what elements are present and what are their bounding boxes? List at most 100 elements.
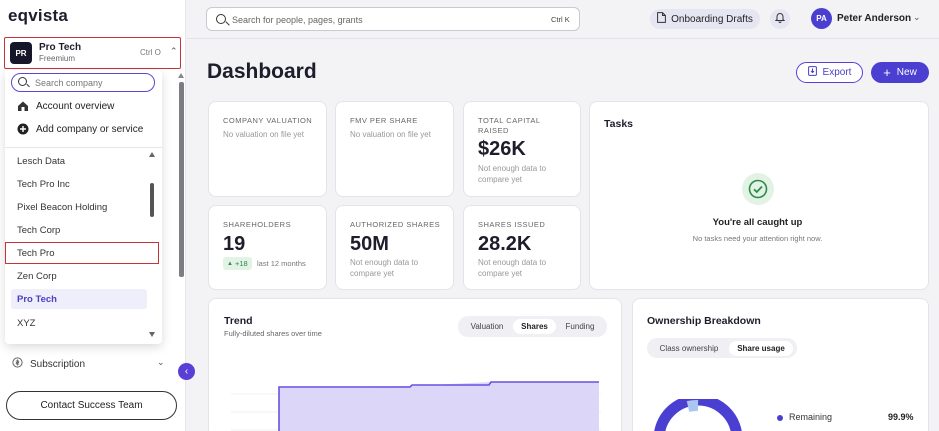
card-label: SHAREHOLDERS <box>223 220 292 229</box>
scroll-down-icon[interactable] <box>149 332 155 337</box>
card-note: Not enough data to compare yet <box>478 258 547 278</box>
card-value: 19 <box>223 233 246 255</box>
company-item-pro-tech[interactable]: Pro Tech <box>11 289 147 309</box>
dropdown-scroll-thumb[interactable] <box>150 183 154 217</box>
card-note: No valuation on file yet <box>350 130 431 139</box>
chevron-down-icon[interactable]: ⌄ <box>157 357 165 367</box>
card-note: Not enough data to compare yet <box>478 164 547 184</box>
trend-line <box>278 381 599 431</box>
company-item-pixel-beacon-holding[interactable]: Pixel Beacon Holding <box>17 202 108 213</box>
user-name[interactable]: Peter Anderson <box>837 13 912 24</box>
notifications-button[interactable] <box>770 9 790 29</box>
search-icon <box>216 14 226 24</box>
donut-segment-issued <box>686 399 699 412</box>
subscription-label: Subscription <box>30 358 86 370</box>
new-button[interactable]: + New <box>871 62 929 83</box>
company-item-tech-pro-inc[interactable]: Tech Pro Inc <box>17 179 70 190</box>
company-switcher[interactable]: PR Pro Tech Freemium Ctrl O ⌃ <box>4 37 181 69</box>
tab-class-ownership[interactable]: Class ownership <box>659 344 719 353</box>
company-item-tech-corp[interactable]: Tech Corp <box>17 225 61 236</box>
chevron-up-icon: ⌃ <box>170 46 178 56</box>
company-switch-shortcut: Ctrl O <box>140 48 161 57</box>
authorized-shares-card[interactable]: AUTHORIZED SHARES 50M Not enough data to… <box>335 205 454 290</box>
card-note: No valuation on file yet <box>223 130 304 139</box>
tab-valuation[interactable]: Valuation <box>470 322 504 331</box>
search-icon <box>18 77 27 86</box>
tasks-subtext: No tasks need your attention right now. <box>692 234 823 243</box>
card-note: Not enough data to compare yet <box>350 258 419 278</box>
trend-title: Trend <box>224 315 253 327</box>
page-title: Dashboard <box>207 60 317 83</box>
chevron-left-icon: ‹ <box>184 366 189 377</box>
subscription-icon <box>12 357 23 371</box>
legend-label-remaining: Remaining <box>789 412 833 422</box>
shareholders-card[interactable]: SHAREHOLDERS 19 ▲ +18 last 12 months <box>208 205 327 290</box>
app-logo[interactable]: eqvista <box>8 6 68 25</box>
user-avatar[interactable]: PA <box>811 8 832 29</box>
trend-chart <box>231 381 601 431</box>
company-plan: Freemium <box>39 54 76 63</box>
fmv-per-share-card[interactable]: FMV PER SHARE No valuation on file yet <box>335 101 454 197</box>
card-label: SHARES ISSUED <box>478 220 546 229</box>
check-circle-icon <box>742 173 774 205</box>
card-label: COMPANY VALUATION <box>223 116 313 125</box>
export-button[interactable]: Export <box>796 62 863 83</box>
company-item-lesch-data[interactable]: Lesch Data <box>17 156 66 167</box>
delta-note: last 12 months <box>257 259 306 268</box>
global-search-input[interactable] <box>232 13 532 26</box>
account-overview-item[interactable]: Account overview <box>17 100 114 112</box>
ownership-title: Ownership Breakdown <box>647 315 761 327</box>
sidebar-scrollbar[interactable] <box>179 82 184 277</box>
card-value: $26K <box>478 138 526 160</box>
export-label: Export <box>822 67 852 78</box>
company-valuation-card[interactable]: COMPANY VALUATION No valuation on file y… <box>208 101 327 197</box>
company-search-field[interactable] <box>11 73 155 92</box>
header-divider <box>187 38 939 39</box>
company-item-zen-corp[interactable]: Zen Corp <box>17 271 57 282</box>
plus-circle-icon <box>17 123 29 135</box>
tab-share-usage[interactable]: Share usage <box>729 341 793 356</box>
card-value: 28.2K <box>478 233 532 255</box>
search-shortcut: Ctrl K <box>551 15 570 24</box>
company-search-input[interactable] <box>35 76 145 89</box>
company-avatar: PR <box>10 42 32 64</box>
legend-value-remaining: 99.9% <box>888 412 914 422</box>
trend-card: Trend Fully-diluted shares over time Val… <box>208 298 622 431</box>
document-icon <box>657 12 667 26</box>
shareholders-delta-badge: ▲ +18 <box>223 257 252 270</box>
export-icon <box>807 66 817 79</box>
dropdown-scrollbar[interactable] <box>148 152 156 338</box>
scroll-up-icon[interactable] <box>149 152 155 157</box>
trend-up-icon: ▲ <box>227 260 233 267</box>
contact-success-team-button[interactable]: Contact Success Team <box>6 391 177 420</box>
building-icon <box>17 100 29 112</box>
card-label: TOTAL CAPITAL RAISED <box>478 116 541 135</box>
add-company-item[interactable]: Add company or service <box>17 123 143 135</box>
tab-funding[interactable]: Funding <box>565 322 595 331</box>
collapse-sidebar-button[interactable]: ‹ <box>178 363 195 380</box>
chevron-down-icon[interactable]: ⌄ <box>913 12 921 22</box>
ownership-donut <box>654 399 742 431</box>
shares-issued-card[interactable]: SHARES ISSUED 28.2K Not enough data to c… <box>463 205 581 290</box>
sidebar-item-subscription[interactable]: Subscription <box>12 357 85 371</box>
trend-tabs: Valuation Shares Funding <box>458 316 607 337</box>
card-label: FMV PER SHARE <box>350 116 418 125</box>
add-company-label: Add company or service <box>36 123 144 135</box>
new-label: New <box>896 67 917 78</box>
tasks-title: Tasks <box>604 118 633 130</box>
tab-shares[interactable]: Shares <box>513 319 556 334</box>
onboarding-drafts-button[interactable]: Onboarding Drafts <box>650 9 760 29</box>
tasks-card: Tasks You're all caught up No tasks need… <box>589 101 929 290</box>
company-name: Pro Tech <box>39 42 82 53</box>
legend-swatch-remaining <box>777 415 783 421</box>
company-item-xyz[interactable]: XYZ <box>17 318 36 329</box>
trend-subtitle: Fully-diluted shares over time <box>224 329 322 338</box>
onboarding-drafts-label: Onboarding Drafts <box>671 13 753 25</box>
bell-icon <box>774 12 786 26</box>
sidebar-scroll-up-icon[interactable] <box>178 73 184 78</box>
company-item-tech-pro[interactable]: Tech Pro <box>5 242 159 264</box>
total-capital-raised-card[interactable]: TOTAL CAPITAL RAISED $26K Not enough dat… <box>463 101 581 197</box>
delta-value: +18 <box>234 259 248 268</box>
card-label: AUTHORIZED SHARES <box>350 220 441 229</box>
global-search[interactable]: Ctrl K <box>206 7 580 31</box>
